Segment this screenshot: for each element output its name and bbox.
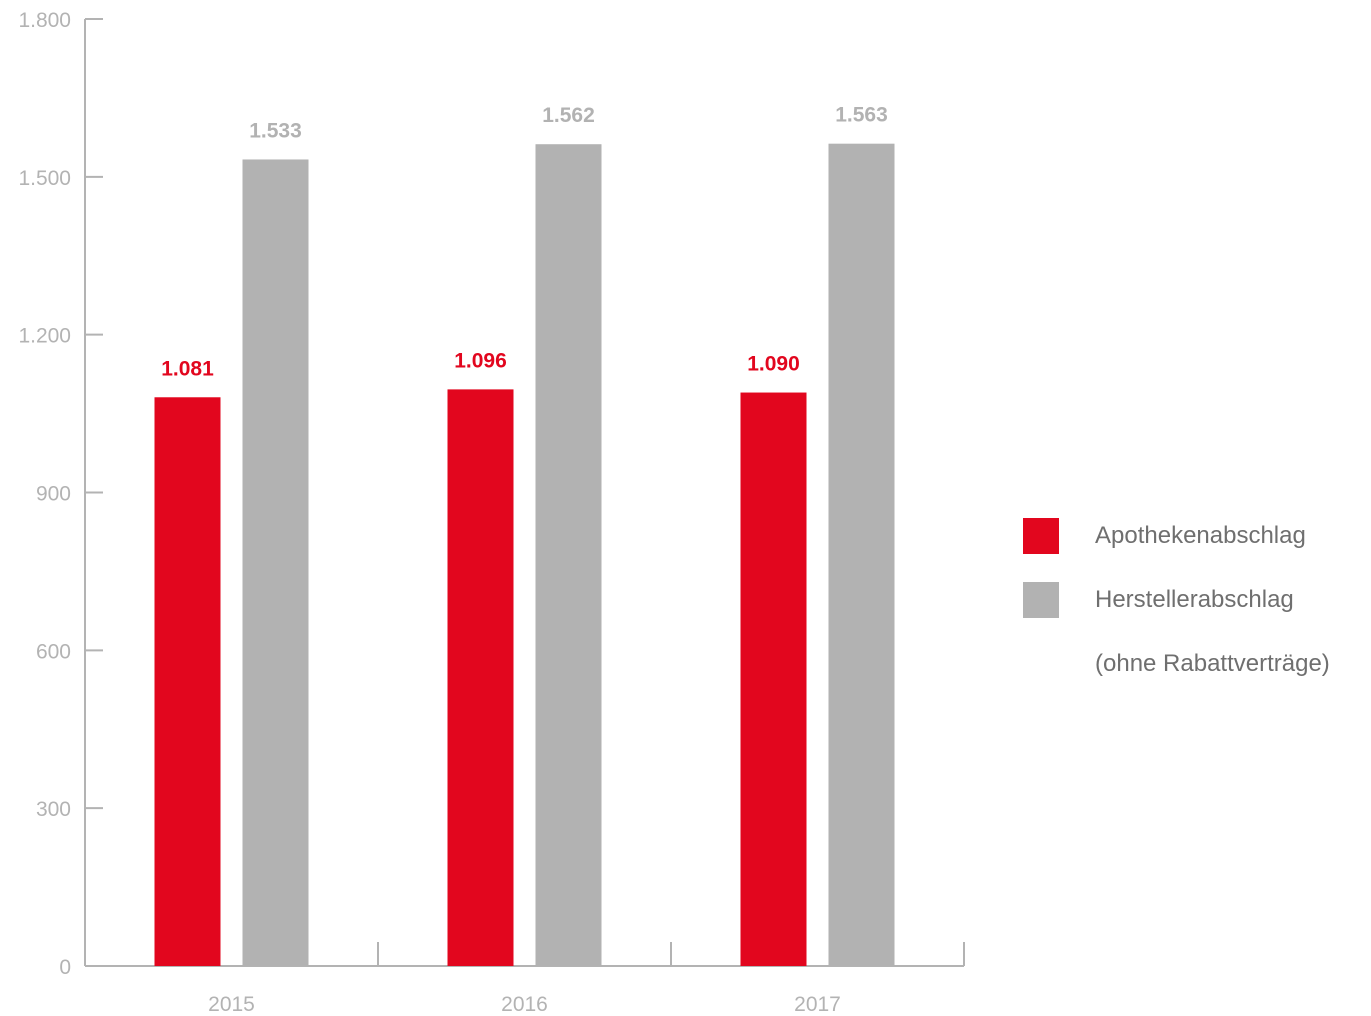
data-label: 1.096 [454,349,507,372]
y-tick-label: 1.500 [18,167,71,190]
data-label: 1.533 [249,119,302,142]
legend-label: Herstellerabschlag (ohne Rabattverträge) [1095,585,1330,679]
x-tick-label: 2015 [208,993,255,1016]
bar-herstellerabschlag-2016 [535,144,602,966]
legend: Apothekenabschlag Herstellerabschlag (oh… [1022,517,1371,677]
data-label: 1.090 [747,353,800,376]
legend-label-line2: (ohne Rabattverträge) [1095,650,1330,677]
bar-apothekenabschlag-2015 [154,397,221,966]
data-label: 1.563 [835,104,888,127]
legend-item-herstellerabschlag: Herstellerabschlag (ohne Rabattverträge) [1022,581,1371,677]
y-tick-label: 1.800 [18,9,71,32]
y-tick-label: 300 [36,798,71,821]
legend-item-apothekenabschlag: Apothekenabschlag [1022,517,1371,581]
bar-apothekenabschlag-2016 [447,389,514,967]
y-tick-label: 900 [36,483,71,506]
y-tick-label: 0 [59,956,71,979]
legend-swatch-gray [1023,582,1059,618]
data-label: 1.081 [161,357,214,380]
y-tick-label: 600 [36,640,71,663]
bar-herstellerabschlag-2015 [242,159,309,966]
x-tick-label: 2016 [501,993,548,1016]
legend-swatch-red [1023,518,1059,554]
data-label: 1.562 [542,104,595,127]
bar-apothekenabschlag-2017 [740,392,807,966]
legend-label-line1: Apothekenabschlag [1095,522,1306,549]
legend-label-line1: Herstellerabschlag [1095,586,1294,613]
x-tick-label: 2017 [794,993,841,1016]
y-tick-label: 1.200 [18,325,71,348]
legend-label: Apothekenabschlag [1095,521,1306,551]
bar-herstellerabschlag-2017 [828,143,895,966]
